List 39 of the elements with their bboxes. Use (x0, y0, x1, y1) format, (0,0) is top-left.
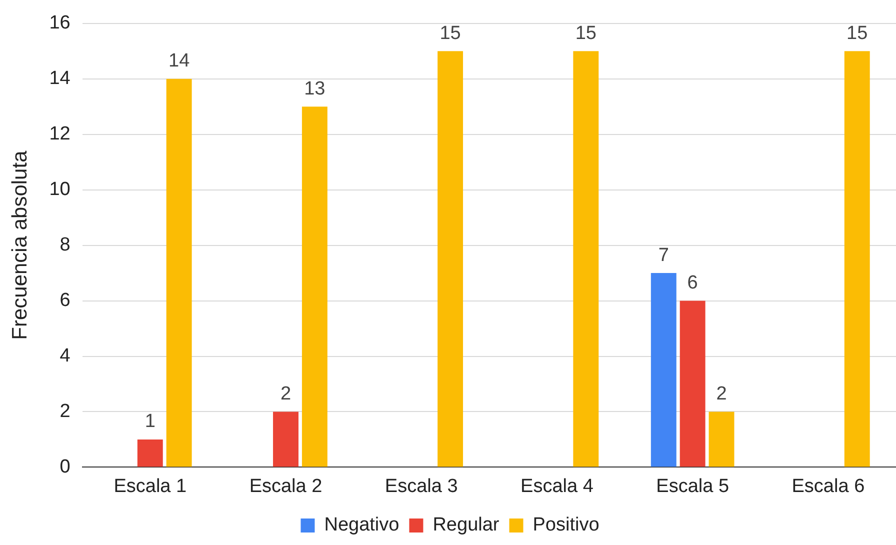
bar (844, 51, 870, 467)
x-tick-label: Escala 4 (520, 476, 594, 497)
y-tick-label: 14 (49, 68, 71, 90)
x-tick-label: Escala 6 (792, 476, 865, 497)
legend-label: Regular (432, 514, 500, 536)
data-label: 13 (304, 78, 326, 100)
legend-label: Positivo (532, 514, 600, 536)
y-tick-label: 12 (49, 124, 70, 145)
legend-label: Negativo (324, 514, 400, 536)
y-tick-label: 16 (49, 12, 70, 34)
y-axis-title: Frecuencia absoluta (8, 150, 32, 340)
bar (273, 412, 298, 467)
data-label: 6 (687, 272, 698, 294)
y-tick-label: 0 (60, 456, 70, 478)
bar (166, 78, 192, 467)
data-label: 14 (168, 50, 190, 72)
x-tick-label: Escala 2 (249, 476, 322, 497)
data-label: 15 (440, 22, 461, 44)
y-tick-label: 6 (60, 290, 70, 312)
data-label: 15 (846, 22, 868, 44)
y-tick-label: 4 (60, 345, 71, 366)
bar (438, 51, 464, 467)
y-tick-label: 8 (60, 234, 70, 256)
data-label: 15 (575, 22, 596, 44)
y-tick-label: 2 (60, 400, 70, 422)
x-tick-label: Escala 5 (656, 476, 730, 497)
x-tick-label: Escala 3 (384, 476, 458, 497)
data-label: 2 (716, 383, 727, 404)
bar (650, 273, 676, 467)
bar (302, 106, 328, 467)
data-label: 2 (280, 383, 292, 404)
bar (137, 439, 163, 467)
data-label: 7 (658, 244, 669, 266)
y-tick-label: 10 (49, 179, 70, 200)
bar (680, 300, 706, 467)
bar (708, 412, 734, 467)
bar (573, 51, 599, 467)
x-tick-label: Escala 1 (114, 476, 187, 497)
data-label: 1 (144, 411, 156, 432)
